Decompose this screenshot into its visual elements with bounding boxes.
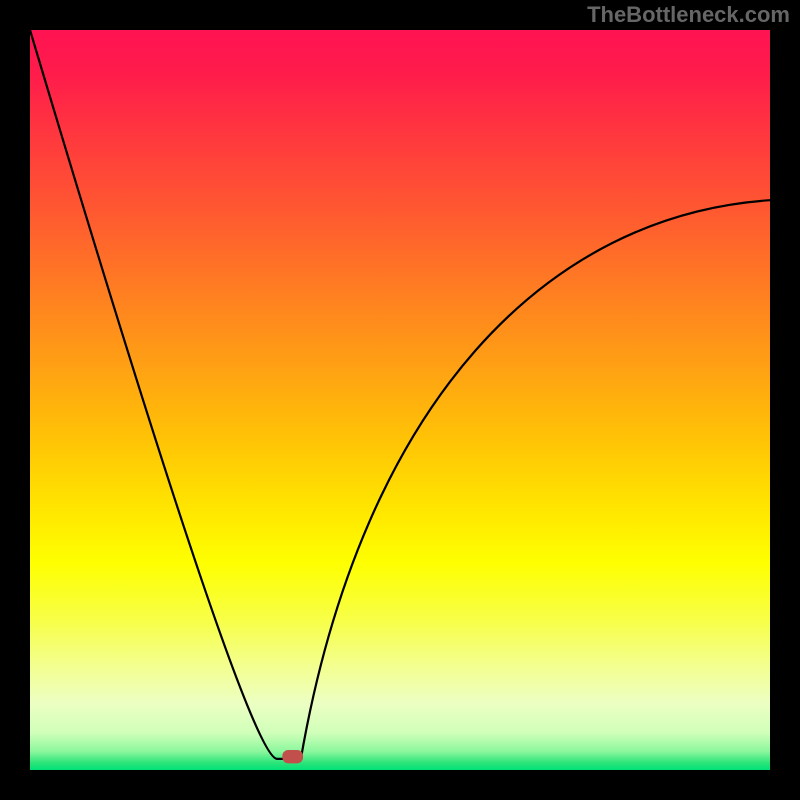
chart-stage: TheBottleneck.com (0, 0, 800, 800)
optimal-marker (282, 750, 303, 763)
bottleneck-chart-svg (0, 0, 800, 800)
plot-area-background (30, 30, 770, 770)
